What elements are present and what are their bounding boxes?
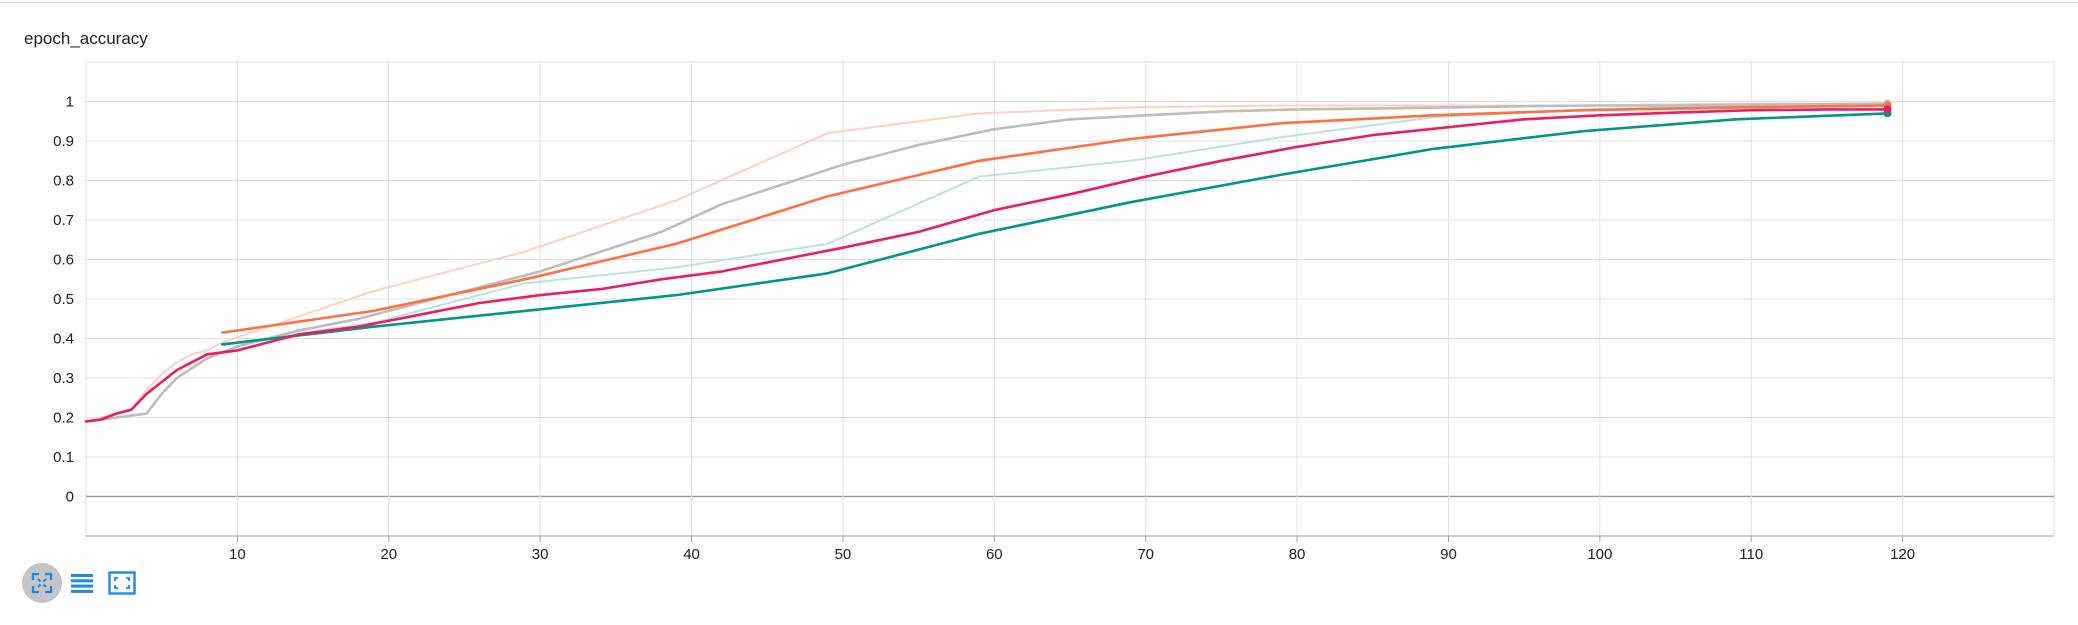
x-tick-label: 20 <box>380 546 397 560</box>
expand-chart-icon <box>108 571 136 595</box>
toggle-log-scale-icon <box>71 574 93 593</box>
x-tick-label: 60 <box>986 546 1003 560</box>
x-tick-label: 50 <box>835 546 852 560</box>
y-tick-label: 0.8 <box>53 173 74 190</box>
top-divider <box>0 2 2078 3</box>
x-tick-label: 30 <box>532 546 549 560</box>
y-tick-label: 1 <box>66 94 74 111</box>
x-tick-label: 10 <box>229 546 246 560</box>
y-tick-label: 0 <box>66 489 74 506</box>
x-tick-label: 70 <box>1137 546 1154 560</box>
y-tick-label: 0.6 <box>53 252 74 269</box>
series-line-4 <box>220 112 1889 346</box>
y-tick-label: 0.4 <box>53 331 74 348</box>
chart-toolbar <box>22 563 142 603</box>
x-tick-label: 110 <box>1739 546 1763 560</box>
y-tick-label: 0.5 <box>53 291 74 308</box>
y-tick-label: 0.7 <box>53 212 74 229</box>
y-tick-label: 0.3 <box>53 370 74 387</box>
x-tick-label: 80 <box>1289 546 1306 560</box>
series-end-point-5 <box>1883 105 1892 114</box>
chart-title: epoch_accuracy <box>24 29 148 48</box>
x-tick-label: 40 <box>683 546 700 560</box>
toggle-log-scale-button[interactable] <box>62 563 102 603</box>
series-line-3 <box>220 104 1889 334</box>
y-tick-label: 0.1 <box>53 449 74 466</box>
fit-domain-icon <box>31 572 53 594</box>
y-tick-label: 0.9 <box>53 133 74 150</box>
x-tick-label: 120 <box>1890 546 1915 560</box>
expand-chart-button[interactable] <box>102 563 142 603</box>
series-line-0 <box>85 102 1889 423</box>
x-tick-label: 100 <box>1587 546 1612 560</box>
y-tick-label: 0.2 <box>53 410 74 427</box>
fit-domain-button[interactable] <box>22 563 62 603</box>
series-line-5 <box>84 108 1889 423</box>
x-tick-label: 90 <box>1440 546 1457 560</box>
series-line-2 <box>84 102 1889 423</box>
